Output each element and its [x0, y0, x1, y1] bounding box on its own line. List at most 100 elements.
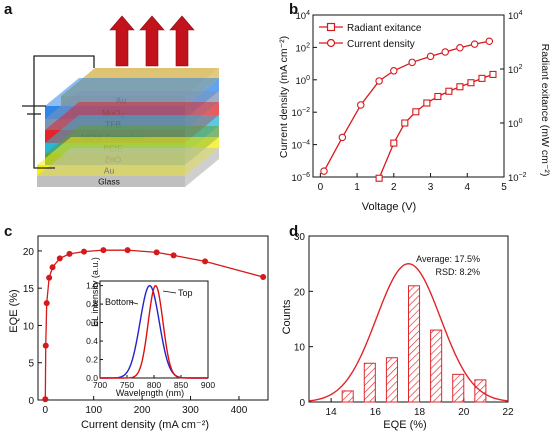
- c-y-tick-label: 5: [28, 359, 34, 370]
- d-histogram-bar: [408, 285, 421, 403]
- c-y-tick-label: 20: [23, 247, 35, 258]
- b-point-circle: [470, 40, 479, 48]
- b-y-tick-label: 10−2: [291, 107, 310, 119]
- d-y-tick-label: 20: [294, 287, 306, 298]
- c-point: [43, 300, 50, 307]
- c-point: [66, 250, 73, 257]
- c-point: [42, 342, 49, 349]
- c-x-axis-label: Current density (mA cm⁻²): [81, 419, 209, 431]
- jv-l-plot: b 0 1 2 3 4 5 10−6 10−4 10−2 100 102 104 10−2 100 102 1…: [278, 1, 551, 213]
- b-y2-tick-label: 100: [508, 118, 523, 130]
- b-point-square: [401, 119, 409, 127]
- d-x-tick-label: 16: [370, 407, 382, 418]
- legend-current-density: Current density: [347, 39, 415, 50]
- d-histogram-bar: [363, 362, 376, 403]
- b-y-tick-label: 100: [296, 75, 311, 87]
- legend-square-marker: [326, 22, 336, 32]
- panel-c-letter: c: [4, 223, 12, 240]
- emission-arrow: [169, 15, 195, 67]
- b-y2-axis-label: Radiant exitance (mW cm⁻²): [539, 44, 551, 177]
- d-x-tick-label: 20: [458, 407, 470, 418]
- b-y2-tick-label: 104: [508, 10, 523, 22]
- panel-a-letter: a: [4, 1, 13, 18]
- c-point: [46, 274, 53, 281]
- c-point: [49, 264, 56, 271]
- inset-y-tick-label: 1.0: [86, 281, 98, 291]
- b-legend: Radiant exitance Current density: [319, 22, 422, 50]
- b-y-tick-label: 10−6: [291, 172, 310, 184]
- inset-y-axis-label: EL intensity (a.u.): [90, 257, 100, 327]
- inset-y-tick-label: 0.2: [86, 355, 98, 365]
- c-point: [42, 396, 49, 403]
- d-x-tick-label: 14: [326, 407, 338, 418]
- c-point: [202, 258, 209, 265]
- d-gaussian-fit: [308, 262, 509, 402]
- d-annotation-rsd: RSD: 8.2%: [435, 267, 480, 277]
- d-y-axis-label: Counts: [281, 299, 293, 334]
- d-annotation-average: Average: 17.5%: [416, 254, 480, 264]
- b-point-circle: [320, 167, 328, 175]
- b-point-square: [489, 70, 497, 78]
- inset-y-tick-label: 0.0: [86, 373, 98, 383]
- c-point: [124, 247, 131, 254]
- eqe-histogram: d 14 16 18 20 22 0 10 20 30 EQE (%) Counts Avera…: [281, 223, 514, 431]
- legend-radiant-exitance: Radiant exitance: [347, 23, 422, 34]
- c-plot-frame: [37, 235, 269, 401]
- c-x-tick-label: 400: [231, 405, 248, 416]
- inset-y-tick-label: 0.4: [86, 336, 98, 346]
- inset-y-tick-label: 0.8: [86, 299, 98, 309]
- b-y-axis-label: Current density (mA cm⁻²): [278, 36, 290, 158]
- d-histogram-bar: [452, 373, 465, 403]
- b-x-axis-label: Voltage (V): [362, 201, 416, 213]
- c-y-tick-label: 15: [23, 284, 35, 295]
- c-point: [153, 249, 160, 256]
- b-x-tick-label: 5: [501, 182, 507, 193]
- inset-label-bottom: Bottom: [105, 297, 134, 307]
- c-point: [170, 252, 177, 259]
- d-y-tick-label: 0: [299, 398, 305, 409]
- eqe-plot: c 0 100 200 300 400 0 5 10 15 20 Current density …: [4, 223, 269, 431]
- inset-label-top: Top: [178, 288, 193, 298]
- b-x-tick-label: 1: [354, 182, 360, 193]
- b-point-circle: [356, 101, 365, 109]
- b-point-circle: [485, 37, 494, 45]
- b-point-square: [445, 87, 453, 95]
- b-x-tick-label: 2: [391, 182, 397, 193]
- b-plot-frame: [312, 14, 505, 178]
- b-y2-tick-label: 102: [508, 64, 523, 76]
- b-point-circle: [456, 44, 464, 52]
- b-y2-tick-label: 10−2: [508, 172, 527, 184]
- c-x-tick-label: 100: [85, 405, 102, 416]
- b-x-tick-label: 3: [428, 182, 434, 193]
- c-y-axis-label: EQE (%): [8, 289, 20, 332]
- b-point-circle: [375, 77, 383, 85]
- c-point: [260, 274, 267, 280]
- inset-x-tick-label: 900: [201, 380, 215, 390]
- emission-arrows: [109, 15, 195, 67]
- b-point-square: [434, 92, 442, 101]
- panel-d-letter: d: [289, 223, 298, 240]
- layer-top-face: [37, 148, 219, 176]
- c-y-tick-label: 0: [28, 396, 34, 407]
- b-y-tick-label: 10−4: [291, 140, 310, 152]
- b-x-tick-label: 0: [318, 182, 324, 193]
- b-point-square: [456, 83, 464, 91]
- layer-label: Glass: [98, 177, 120, 187]
- b-point-square: [423, 99, 431, 107]
- b-series-line: [323, 40, 490, 172]
- b-point-square: [467, 79, 475, 87]
- b-x-tick-label: 4: [464, 182, 470, 193]
- b-point-circle: [441, 48, 449, 56]
- layer-stack: AuMoO3TFBMQW-PerovskitePEIEZnOAuGlass: [37, 68, 219, 187]
- b-point-square: [390, 139, 398, 147]
- inset-x-tick-label: 850: [174, 380, 188, 390]
- d-histogram-bar: [385, 357, 398, 403]
- inset-y-tick-label: 0.6: [86, 318, 98, 328]
- b-series-line: [378, 73, 494, 179]
- inset-x-tick-label: 800: [147, 380, 161, 390]
- emission-arrow: [139, 15, 165, 67]
- emission-arrow: [109, 15, 135, 67]
- d-histogram-bar: [341, 390, 354, 403]
- b-point-square: [412, 108, 420, 116]
